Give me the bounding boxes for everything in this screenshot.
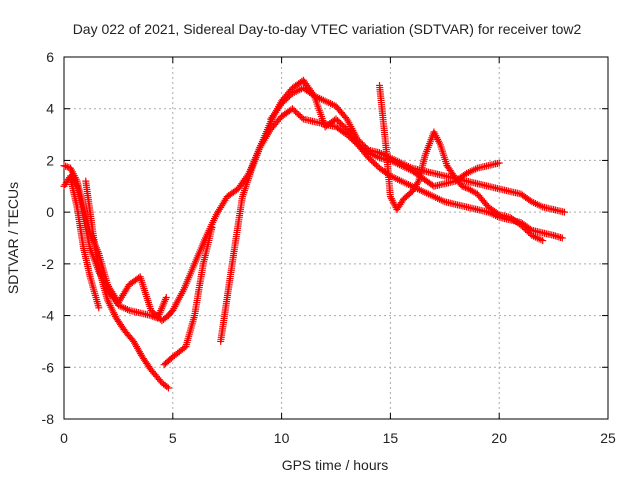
data-point-marker bbox=[334, 117, 342, 125]
x-tick-label: 0 bbox=[60, 430, 68, 446]
data-point-marker bbox=[281, 97, 289, 105]
data-point-marker bbox=[371, 160, 379, 168]
data-point-marker bbox=[522, 226, 530, 234]
data-point-marker bbox=[296, 112, 304, 120]
data-point-marker bbox=[164, 384, 172, 392]
data-point-marker bbox=[354, 136, 362, 144]
data-point-marker bbox=[62, 162, 70, 170]
data-point-marker bbox=[358, 140, 366, 148]
x-tick-label: 15 bbox=[383, 430, 399, 446]
data-point-marker bbox=[293, 109, 301, 117]
data-point-marker bbox=[520, 224, 528, 232]
y-tick-label: 2 bbox=[46, 152, 54, 168]
data-point-marker bbox=[365, 154, 373, 162]
y-tick-label: -4 bbox=[42, 308, 55, 324]
y-tick-label: 6 bbox=[46, 49, 54, 65]
data-point-marker bbox=[539, 237, 547, 245]
data-point-marker bbox=[372, 161, 380, 169]
y-tick-label: -6 bbox=[42, 359, 55, 375]
x-tick-label: 25 bbox=[600, 430, 616, 446]
y-tick-label: -2 bbox=[42, 256, 55, 272]
data-point-marker bbox=[95, 304, 103, 312]
data-point-marker bbox=[366, 155, 374, 163]
data-point-marker bbox=[335, 118, 343, 126]
data-point-marker bbox=[517, 221, 525, 229]
data-point-marker bbox=[285, 92, 293, 100]
data-point-marker bbox=[348, 135, 356, 143]
data-point-marker bbox=[346, 134, 354, 142]
x-tick-label: 20 bbox=[491, 430, 507, 446]
data-point-marker bbox=[282, 95, 290, 103]
data-point-marker bbox=[63, 163, 71, 171]
data-point-marker bbox=[360, 142, 368, 150]
data-point-marker bbox=[162, 293, 170, 301]
data-point-marker bbox=[494, 210, 502, 218]
data-point-marker bbox=[338, 121, 346, 129]
x-axis-label: GPS time / hours bbox=[282, 457, 389, 473]
data-point-marker bbox=[525, 228, 533, 236]
data-point-marker bbox=[519, 223, 527, 231]
data-point-marker bbox=[369, 158, 377, 166]
data-point-marker bbox=[355, 137, 363, 145]
chart-title: Day 022 of 2021, Sidereal Day-to-day VTE… bbox=[73, 21, 582, 37]
data-point-marker bbox=[290, 106, 298, 114]
series-track-7 bbox=[267, 84, 568, 216]
data-point-marker bbox=[362, 143, 370, 151]
data-point-marker bbox=[461, 184, 469, 192]
y-tick-label: -8 bbox=[42, 411, 55, 427]
series-track-4 bbox=[67, 175, 103, 312]
data-markers bbox=[60, 76, 568, 392]
data-point-marker bbox=[278, 100, 286, 108]
data-point-marker bbox=[458, 182, 466, 190]
data-point-marker bbox=[208, 224, 216, 232]
data-point-marker bbox=[357, 139, 365, 147]
axis-ticks: 0 5 10 15 20 25 -8 -6 -4 -2 0 2 4 6 bbox=[42, 49, 616, 446]
data-point-marker bbox=[295, 111, 303, 119]
plot-frame bbox=[63, 56, 609, 420]
data-point-marker bbox=[147, 312, 155, 320]
x-tick-label: 10 bbox=[274, 430, 290, 446]
data-point-marker bbox=[463, 184, 471, 192]
data-point-marker bbox=[163, 383, 171, 391]
series-track-8 bbox=[376, 81, 547, 245]
data-point-marker bbox=[279, 98, 287, 106]
data-point-marker bbox=[288, 105, 296, 113]
data-point-marker bbox=[523, 227, 531, 235]
data-point-marker bbox=[344, 132, 352, 140]
data-point-marker bbox=[332, 115, 340, 123]
series-track-3 bbox=[82, 177, 172, 392]
data-point-marker bbox=[495, 159, 503, 167]
data-point-marker bbox=[460, 183, 468, 191]
data-point-marker bbox=[340, 122, 348, 130]
data-point-marker bbox=[292, 108, 300, 116]
data-point-marker bbox=[284, 94, 292, 102]
data-point-marker bbox=[414, 179, 422, 187]
series-track-6 bbox=[217, 105, 566, 345]
series-track-5 bbox=[160, 224, 216, 369]
data-point-marker bbox=[60, 162, 68, 170]
data-point-marker bbox=[368, 157, 376, 165]
y-tick-label: 0 bbox=[46, 204, 54, 220]
y-tick-label: 4 bbox=[46, 101, 54, 117]
data-point-marker bbox=[349, 136, 357, 144]
x-tick-label: 5 bbox=[169, 430, 177, 446]
data-point-marker bbox=[343, 131, 351, 139]
data-point-marker bbox=[337, 119, 345, 127]
y-axis-label: SDTVAR / TECUs bbox=[5, 182, 21, 294]
data-point-marker bbox=[558, 234, 566, 242]
data-point-marker bbox=[560, 208, 568, 216]
